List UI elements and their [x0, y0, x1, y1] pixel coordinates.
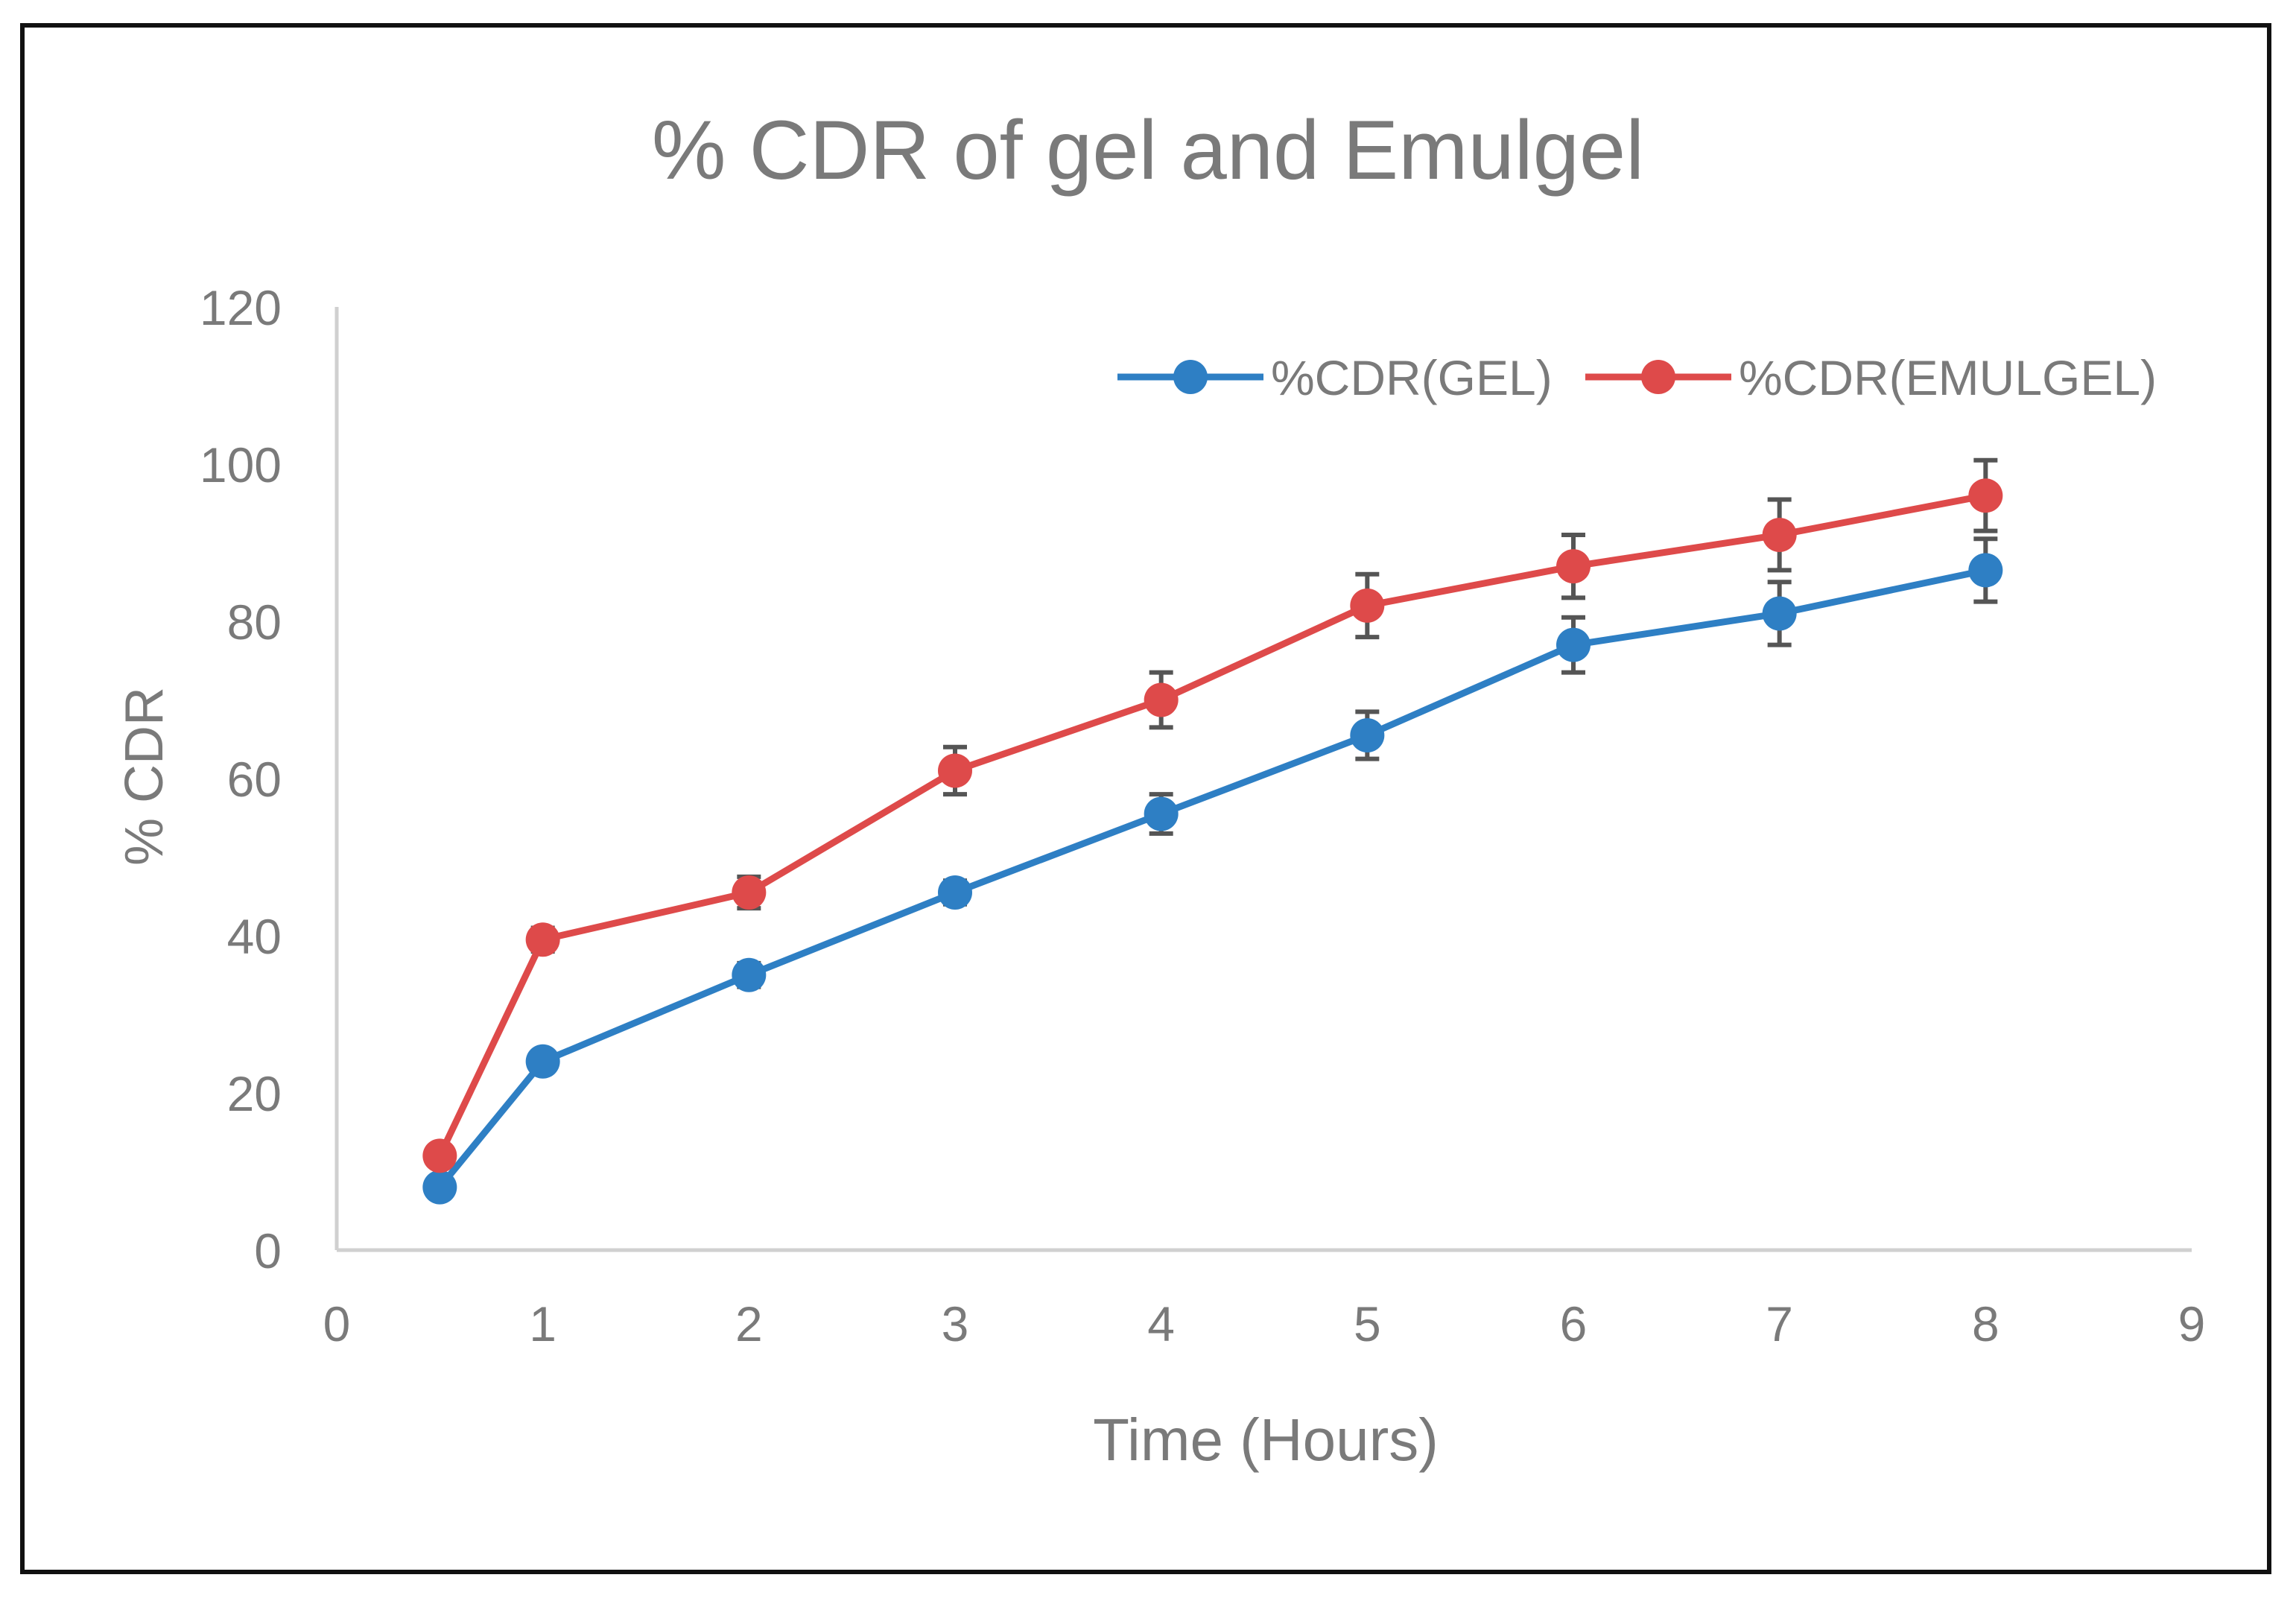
legend-label: %CDR(GEL) — [1271, 350, 1553, 405]
data-point — [732, 957, 767, 992]
x-tick-label: 6 — [1560, 1296, 1588, 1351]
legend-marker — [1641, 360, 1675, 394]
y-tick-label: 60 — [227, 752, 282, 807]
data-point — [1556, 549, 1591, 584]
x-tick-label: 4 — [1147, 1296, 1175, 1351]
series-group — [422, 457, 2003, 1205]
data-point — [422, 1170, 457, 1205]
x-tick-label: 8 — [1972, 1296, 2000, 1351]
series-2 — [422, 457, 2003, 1173]
data-point — [422, 1138, 457, 1173]
tick-labels: 0 1 2 3 4 5 6 7 8 9 0 20 40 60 80 100 120 — [200, 280, 2205, 1351]
legend-marker — [1173, 360, 1208, 394]
x-tick-label: 2 — [735, 1296, 763, 1351]
x-tick-label: 5 — [1354, 1296, 1381, 1351]
data-point — [1762, 596, 1797, 631]
data-point — [525, 1044, 560, 1079]
data-point — [1350, 717, 1385, 752]
x-axis-label: Time (Hours) — [1093, 1407, 1439, 1473]
chart-title: % CDR of gel and Emulgel — [652, 104, 1644, 197]
x-tick-label: 0 — [323, 1296, 351, 1351]
legend-item-2: %CDR(EMULGEL) — [1585, 350, 2157, 405]
data-point — [1762, 517, 1797, 552]
x-tick-label: 7 — [1766, 1296, 1793, 1351]
y-axis-label: % CDR — [115, 687, 174, 866]
data-point — [1968, 553, 2003, 588]
data-point — [1968, 478, 2003, 513]
data-point — [1350, 588, 1385, 623]
data-point — [1144, 682, 1179, 717]
legend-item-1: %CDR(GEL) — [1117, 350, 1553, 405]
axes — [334, 307, 2192, 1252]
chart-frame — [20, 23, 2271, 1574]
data-point — [732, 875, 767, 910]
y-tick-label: 40 — [227, 909, 282, 964]
y-tick-label: 100 — [200, 437, 282, 492]
y-tick-label: 80 — [227, 595, 282, 650]
data-point — [938, 875, 972, 910]
legend: %CDR(GEL) %CDR(EMULGEL) — [1117, 350, 2157, 405]
y-tick-label: 0 — [254, 1223, 282, 1278]
data-point — [525, 922, 560, 957]
legend-label: %CDR(EMULGEL) — [1739, 350, 2157, 405]
x-tick-label: 1 — [529, 1296, 556, 1351]
x-tick-label: 9 — [2178, 1296, 2206, 1351]
y-tick-label: 20 — [227, 1066, 282, 1121]
data-point — [1556, 627, 1591, 662]
y-tick-label: 120 — [200, 280, 282, 335]
data-point — [1144, 796, 1179, 831]
series-1 — [422, 536, 2003, 1205]
data-point — [938, 753, 972, 788]
x-tick-label: 3 — [942, 1296, 969, 1351]
